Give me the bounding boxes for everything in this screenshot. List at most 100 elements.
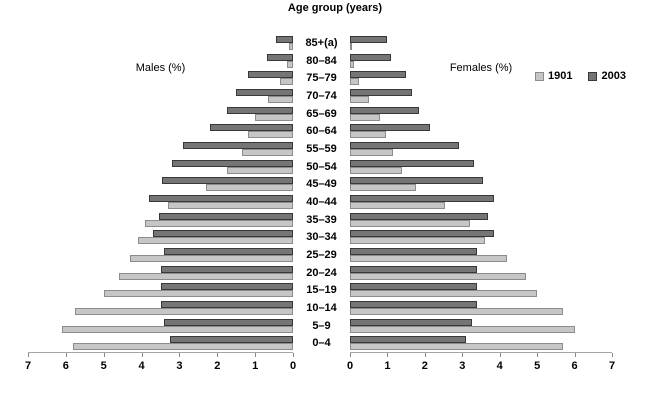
age-group-label: 70–74 <box>306 89 337 102</box>
bar-males-1901 <box>145 219 293 227</box>
pyramid-row-males <box>28 299 293 317</box>
bar-females-1901 <box>350 184 416 192</box>
axis-tick-label: 5 <box>100 360 107 372</box>
axis-tick-label: 5 <box>534 360 541 372</box>
age-group-label: 35–39 <box>306 213 337 226</box>
pyramid-row-females <box>350 52 612 70</box>
bar-males-2003 <box>164 247 293 255</box>
males-plot: 7 6 5 4 3 2 1 0 Males (%) <box>24 34 297 377</box>
axis-tick-label: 2 <box>421 360 428 372</box>
males-axis-title: Males (%) <box>135 62 186 74</box>
bar-females-1901 <box>350 254 508 262</box>
axis-tick <box>65 353 67 357</box>
axis-tick <box>28 353 29 357</box>
pyramid-row-males <box>28 175 293 193</box>
bar-males-1901 <box>205 184 293 192</box>
age-group-label: 45–49 <box>306 178 337 191</box>
axis-tick <box>424 353 426 357</box>
age-group-label: 5–9 <box>312 319 331 332</box>
axis-tick-label: 7 <box>24 360 32 372</box>
axis-tick <box>537 353 539 357</box>
age-group-label: 75–79 <box>306 72 337 85</box>
bar-males-2003 <box>275 35 293 43</box>
bar-females-2003 <box>350 35 388 43</box>
pyramid-row-females <box>350 140 612 158</box>
pyramid-row-males <box>28 228 293 246</box>
legend-item-2003: 2003 <box>588 70 626 82</box>
age-group-label: 50–54 <box>306 160 337 173</box>
axis-tick-label: 4 <box>496 360 503 372</box>
pyramid-row-females <box>350 122 612 140</box>
bar-females-2003 <box>350 212 489 220</box>
age-group-label: 65–69 <box>306 107 337 120</box>
pyramid-row-females <box>350 193 612 211</box>
legend-label-1901: 1901 <box>548 70 573 82</box>
bar-females-1901 <box>350 272 526 280</box>
pyramid-row-females <box>350 281 612 299</box>
pyramid-row-females <box>350 175 612 193</box>
pyramid-row-females <box>350 211 612 229</box>
bar-females-2003 <box>350 318 472 326</box>
axis-tick-label: 6 <box>62 360 69 372</box>
axis-tick-label: 2 <box>214 360 221 372</box>
pyramid-row-females <box>350 299 612 317</box>
bar-females-2003 <box>350 336 467 344</box>
bar-males-2003 <box>158 212 293 220</box>
bar-males-1901 <box>137 237 293 245</box>
bar-males-1901 <box>255 113 293 121</box>
bar-females-1901 <box>350 343 564 351</box>
age-group-label: 85+(a) <box>305 36 338 49</box>
pyramid-row-females <box>350 87 612 105</box>
bar-males-1901 <box>103 290 293 298</box>
bar-males-2003 <box>164 318 293 326</box>
axis-tick <box>350 353 351 357</box>
females-bars <box>350 34 612 352</box>
bar-females-1901 <box>350 325 575 333</box>
bar-females-2003 <box>350 194 495 202</box>
bar-males-1901 <box>279 78 293 86</box>
axis-tick-label: 0 <box>289 360 297 372</box>
legend: 1901 2003 <box>535 70 626 82</box>
males-axis: 7 6 5 4 3 2 1 0 <box>24 352 297 377</box>
age-group-label: 0–4 <box>312 337 331 350</box>
bar-males-2003 <box>247 71 293 79</box>
bar-females-2003 <box>350 300 478 308</box>
bar-females-1901 <box>350 307 564 315</box>
axis-tick-label: 0 <box>346 360 354 372</box>
bar-females-1901 <box>350 60 354 68</box>
legend-swatch-2003-icon <box>588 71 598 81</box>
age-group-label: 20–24 <box>306 266 337 279</box>
pyramid-row-males <box>28 246 293 264</box>
age-group-labels: 85+(a) 80–84 75–79 70–74 65–69 60–64 55–59 50–5… <box>293 34 350 352</box>
pyramid-row-males <box>28 317 293 335</box>
axis-tick <box>462 353 464 357</box>
pyramid-row-males <box>28 158 293 176</box>
pyramid-row-females <box>350 69 612 87</box>
bar-females-2003 <box>350 177 483 185</box>
pyramid-row-males <box>28 87 293 105</box>
bar-females-1901 <box>350 166 403 174</box>
males-bars <box>28 34 293 352</box>
bar-males-2003 <box>149 194 293 202</box>
bar-males-2003 <box>171 159 293 167</box>
bar-females-2003 <box>350 124 431 132</box>
age-group-label: 15–19 <box>306 284 337 297</box>
bar-males-2003 <box>152 230 293 238</box>
age-group-label: 25–29 <box>306 248 337 261</box>
bar-males-1901 <box>247 131 293 139</box>
pyramid-row-females <box>350 334 612 352</box>
age-group-label: 10–14 <box>306 301 337 314</box>
bar-females-2003 <box>350 159 474 167</box>
pyramid-row-females <box>350 34 612 52</box>
axis-tick-label: 3 <box>459 360 466 372</box>
bar-females-1901 <box>350 201 446 209</box>
pyramid-row-males <box>28 105 293 123</box>
age-group-label: 55–59 <box>306 142 337 155</box>
females-plot: 0 1 2 3 4 5 6 7 Females (%) <box>346 34 615 377</box>
bar-females-2003 <box>350 88 412 96</box>
age-group-label: 40–44 <box>306 195 337 208</box>
bar-females-2003 <box>350 283 478 291</box>
pyramid-row-males <box>28 211 293 229</box>
pyramid-row-females <box>350 158 612 176</box>
